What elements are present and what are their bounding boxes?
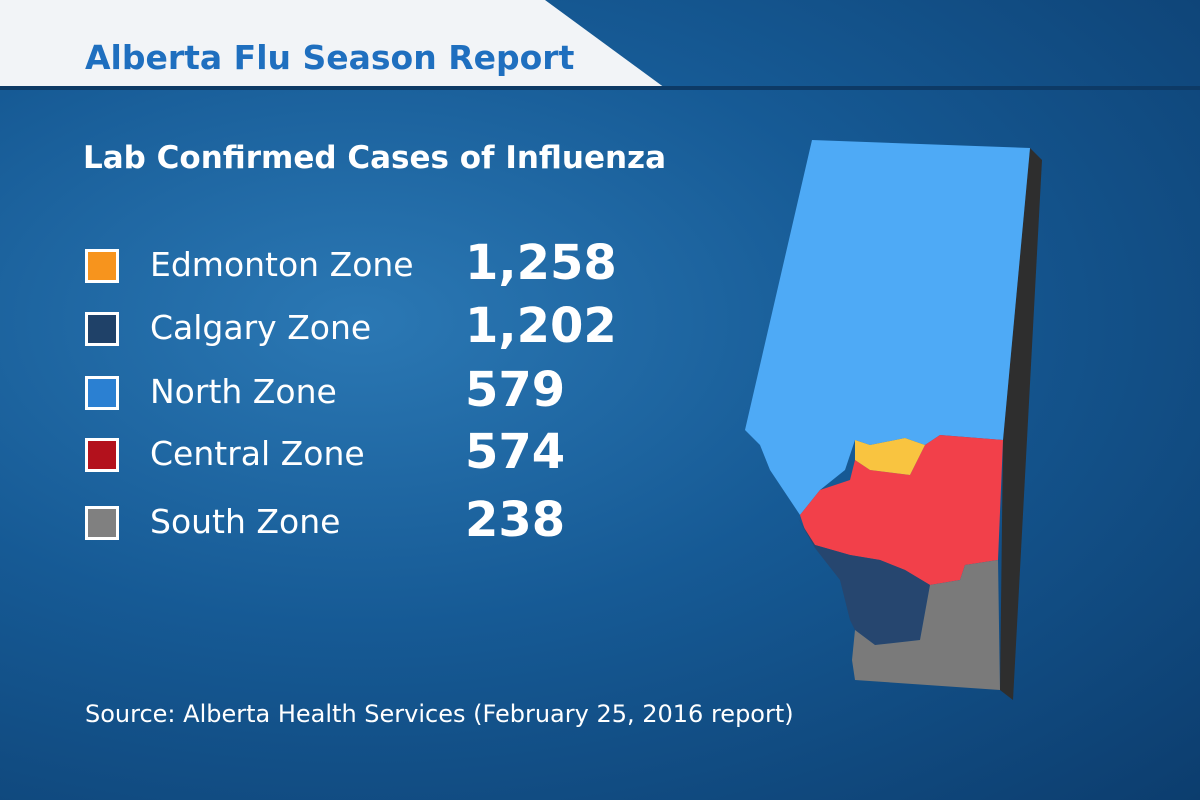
title-banner (0, 0, 665, 88)
alberta-map (745, 140, 1042, 700)
case-count: 574 (465, 424, 566, 480)
map-shadow (1000, 148, 1042, 700)
banner-rule (0, 86, 1200, 90)
legend-swatch (85, 249, 119, 283)
legend-swatch (85, 376, 119, 410)
case-count: 1,258 (465, 235, 617, 291)
case-count: 1,202 (465, 298, 617, 354)
calgary-zone-region (798, 518, 930, 645)
north-zone-region (745, 140, 1030, 515)
legend-swatch (85, 438, 119, 472)
zone-label: North Zone (150, 372, 337, 411)
case-count: 579 (465, 362, 566, 418)
source: Source: Alberta Health Services (Februar… (85, 700, 794, 728)
central-zone-region (800, 435, 1003, 585)
subtitle: Lab Confirmed Cases of Influenza (83, 140, 667, 176)
case-count: 238 (465, 492, 566, 548)
legend-swatch (85, 312, 119, 346)
legend-swatch (85, 506, 119, 540)
south-zone-region (852, 560, 1000, 690)
edmonton-zone-region (855, 438, 925, 475)
zone-label: Calgary Zone (150, 308, 372, 347)
zone-label: Edmonton Zone (150, 245, 414, 284)
zone-label: South Zone (150, 502, 341, 541)
title: Alberta Flu Season Report (85, 38, 575, 77)
zone-label: Central Zone (150, 434, 365, 473)
